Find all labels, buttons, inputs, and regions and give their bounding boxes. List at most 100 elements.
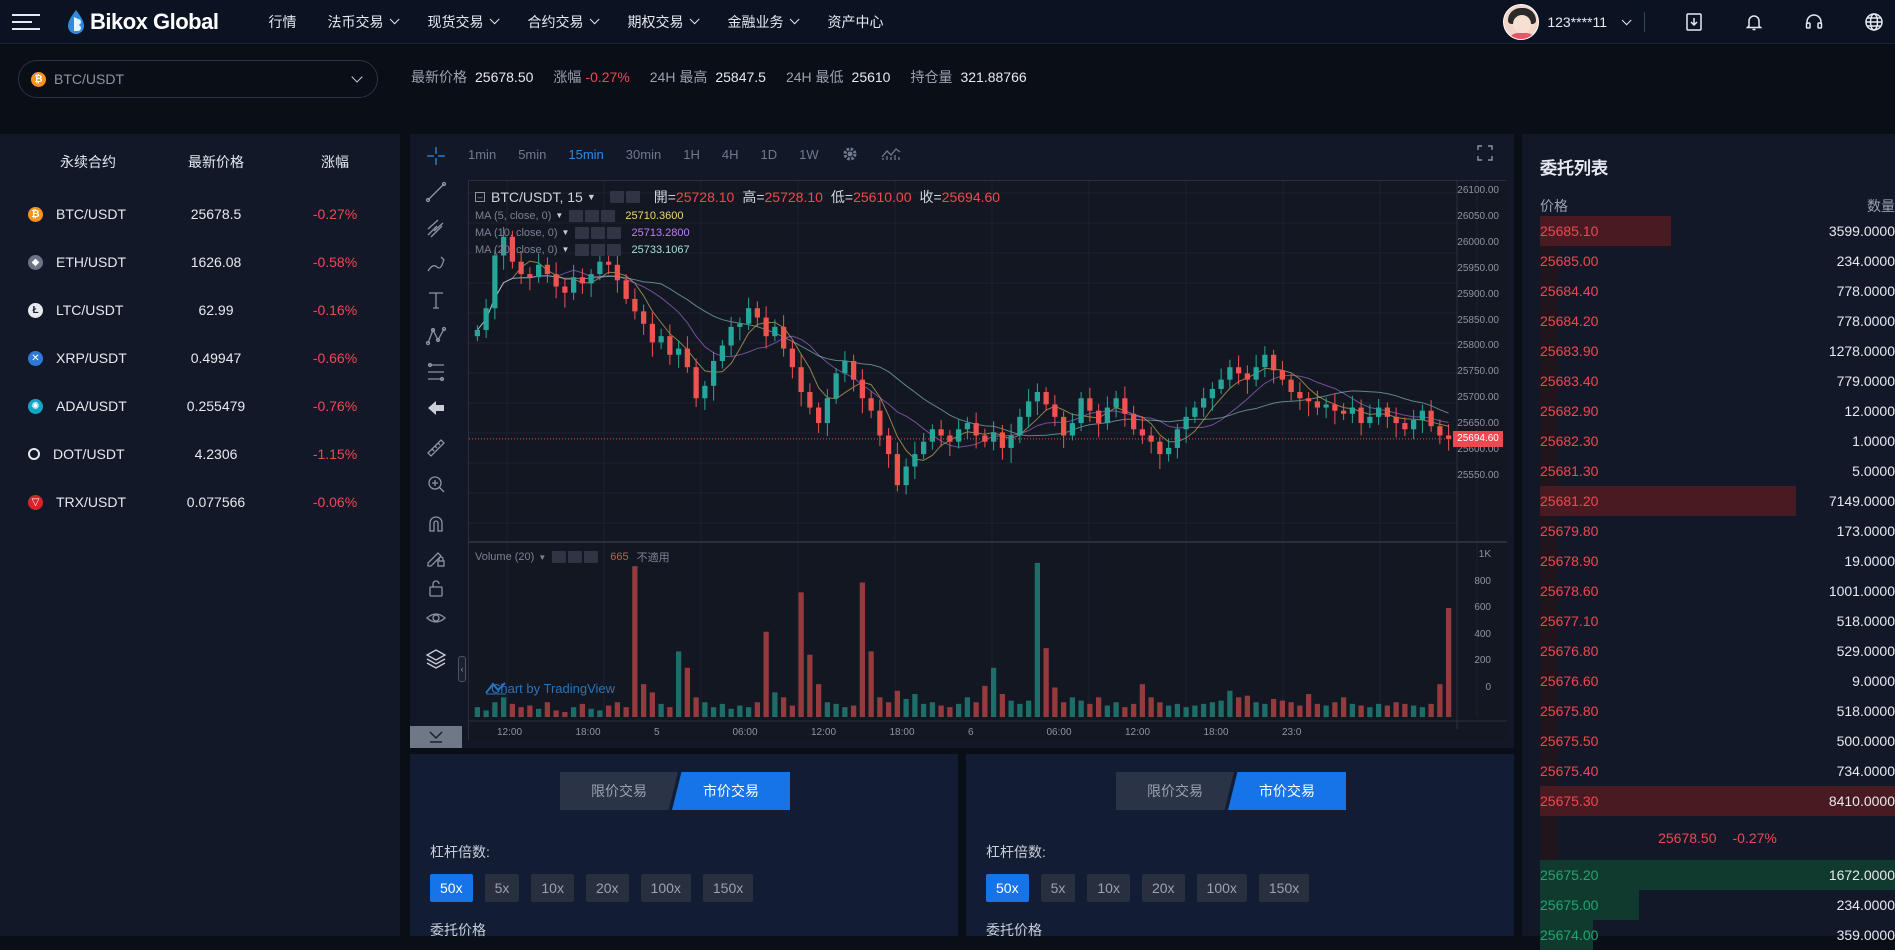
tab-market-order[interactable]: 市价交易 [672,772,790,810]
pair-row[interactable]: ✺ ADA/USDT 0.255479 -0.76% [0,382,400,430]
pair-row[interactable]: ✕ XRP/USDT 0.49947 -0.66% [0,334,400,382]
ask-row[interactable]: 25675.40 734.0000 [1540,756,1895,786]
ma-chevron-icon[interactable]: ▼ [561,228,570,237]
download-icon[interactable] [1683,11,1705,33]
indicators-icon[interactable] [881,147,901,161]
pair-row[interactable]: ₿ BTC/USDT 25678.5 -0.27% [0,190,400,238]
ask-row[interactable]: 25681.30 5.0000 [1540,456,1895,486]
leverage-option-150x[interactable]: 150x [702,874,754,902]
nav-item[interactable]: 期权交易 [627,12,701,32]
timeframe-5min[interactable]: 5min [518,146,547,162]
ask-row[interactable]: 25675.50 500.0000 [1540,726,1895,756]
timeframe-1min[interactable]: 1min [468,146,497,162]
bell-icon[interactable] [1743,11,1765,33]
volume-legend-buttons[interactable] [552,551,600,563]
ask-row[interactable]: 25685.00 234.0000 [1540,246,1895,276]
trend-line-icon[interactable] [422,178,450,206]
ask-row[interactable]: 25675.80 518.0000 [1540,696,1895,726]
username[interactable]: 123****11 [1547,14,1607,30]
price-chart[interactable]: – BTC/USDT, 15 ▼ 開= 25728.10 高= 25728.10 低… [468,180,1507,741]
tradingview-watermark[interactable]: Chart by TradingView [485,681,615,696]
leverage-option-100x[interactable]: 100x [1196,874,1247,902]
timeframe-1H[interactable]: 1H [683,146,700,162]
leverage-option-5x[interactable]: 5x [484,874,520,902]
bid-row[interactable]: 25675.20 1672.0000 [1540,860,1895,890]
collapse-toolbar-handle[interactable]: ‹ [458,656,466,682]
crosshair-icon[interactable] [422,142,450,170]
timeframe-1D[interactable]: 1D [760,146,778,162]
chevron-down-icon[interactable] [1621,14,1632,25]
timeframe-30min[interactable]: 30min [625,146,662,162]
pair-row[interactable]: ◆ ETH/USDT 1626.08 -0.58% [0,238,400,286]
ask-row[interactable]: 25675.30 8410.0000 [1540,786,1895,816]
leverage-option-10x[interactable]: 10x [531,874,574,902]
collapse-legend-icon[interactable]: – [475,192,485,202]
logo[interactable]: Bikox Global [66,9,219,35]
ask-row[interactable]: 25681.20 7149.0000 [1540,486,1895,516]
ask-row[interactable]: 25677.10 518.0000 [1540,606,1895,636]
globe-icon[interactable] [1863,11,1885,33]
ask-row[interactable]: 25682.30 1.0000 [1540,426,1895,456]
timeframe-1W[interactable]: 1W [799,146,819,162]
ruler-icon[interactable] [422,434,450,462]
lock-pencil-icon[interactable] [422,544,450,572]
pitchfork-icon[interactable] [422,214,450,242]
ask-row[interactable]: 25678.90 19.0000 [1540,546,1895,576]
magnet-icon[interactable] [422,510,450,538]
tab-market-order[interactable]: 市价交易 [1228,772,1346,810]
pair-row[interactable]: ▽ TRX/USDT 0.077566 -0.06% [0,478,400,526]
ma-chevron-icon[interactable]: ▼ [555,211,564,220]
ask-row[interactable]: 25678.60 1001.0000 [1540,576,1895,606]
fib-retracement-icon[interactable] [422,358,450,386]
pair-select[interactable]: ₿ BTC/USDT [18,60,378,98]
leverage-option-150x[interactable]: 150x [1258,874,1310,902]
pattern-icon[interactable] [422,322,450,350]
eye-icon[interactable] [422,604,450,632]
ask-row[interactable]: 25684.20 778.0000 [1540,306,1895,336]
leverage-option-20x[interactable]: 20x [585,874,629,902]
tab-limit-order[interactable]: 限价交易 [560,772,678,810]
ask-row[interactable]: 25683.40 779.0000 [1540,366,1895,396]
timeframe-4H[interactable]: 4H [721,146,739,162]
ma-chevron-icon[interactable]: ▼ [561,245,570,254]
bid-row[interactable]: 25675.00 234.0000 [1540,890,1895,920]
tab-limit-order[interactable]: 限价交易 [1116,772,1234,810]
leverage-option-50x[interactable]: 50x [430,874,473,902]
nav-item[interactable]: 合约交易 [527,12,601,32]
nav-item[interactable]: 金融业务 [727,12,801,32]
volume-chevron-icon[interactable]: ▼ [538,552,547,562]
leverage-option-5x[interactable]: 5x [1040,874,1076,902]
ask-row[interactable]: 25682.90 12.0000 [1540,396,1895,426]
brush-icon[interactable] [422,250,450,278]
text-icon[interactable] [422,286,450,314]
nav-item[interactable]: 现货交易 [427,12,501,32]
ma-buttons[interactable] [575,226,623,239]
fullscreen-icon[interactable] [1476,144,1494,162]
leverage-option-20x[interactable]: 20x [1141,874,1185,902]
ask-row[interactable]: 25684.40 778.0000 [1540,276,1895,306]
avatar[interactable] [1503,4,1540,40]
zoom-in-icon[interactable] [422,470,450,498]
ma-buttons[interactable] [569,209,617,222]
headset-icon[interactable] [1803,11,1825,33]
pair-row[interactable]: DOT/USDT 4.2306 -1.15% [0,430,400,478]
settings-gear-icon[interactable] [841,145,859,163]
ask-row[interactable]: 25683.90 1278.0000 [1540,336,1895,366]
bid-row[interactable]: 25674.00 359.0000 [1540,920,1895,950]
ask-row[interactable]: 25685.10 3599.0000 [1540,216,1895,246]
toolbar-more-button[interactable] [410,726,462,748]
leverage-option-10x[interactable]: 10x [1087,874,1130,902]
symbol-chevron-icon[interactable]: ▼ [586,192,596,202]
leverage-option-50x[interactable]: 50x [986,874,1029,902]
ask-row[interactable]: 25676.80 529.0000 [1540,636,1895,666]
pair-row[interactable]: Ł LTC/USDT 62.99 -0.16% [0,286,400,334]
ask-row[interactable]: 25676.60 9.0000 [1540,666,1895,696]
nav-item[interactable]: 法币交易 [327,12,401,32]
nav-item[interactable]: 资产中心 [827,12,883,32]
arrow-left-icon[interactable] [422,394,450,422]
layers-icon[interactable] [422,644,450,672]
leverage-option-100x[interactable]: 100x [640,874,691,902]
legend-buttons[interactable] [609,191,642,203]
menu-icon[interactable] [12,13,40,30]
nav-item[interactable]: 行情 [268,12,296,32]
